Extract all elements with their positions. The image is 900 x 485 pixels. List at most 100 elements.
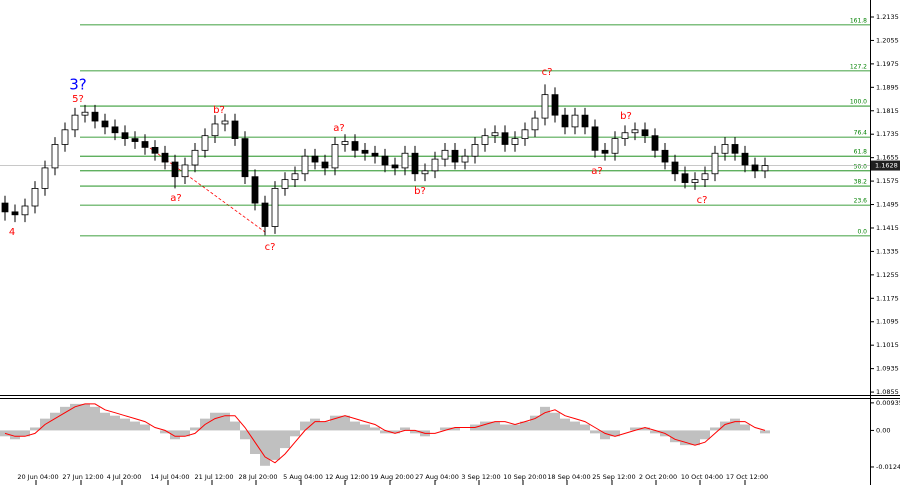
candle-body	[191, 149, 199, 166]
candle-body	[611, 138, 619, 154]
y-tick-label: 1.2135	[876, 13, 899, 21]
candle-body	[671, 161, 679, 175]
candle-body	[1, 202, 9, 213]
fib-level-label: 161.8	[850, 17, 867, 24]
candle-body	[341, 141, 349, 145]
wave-label: c?	[697, 195, 708, 206]
histogram-bar	[730, 418, 740, 431]
y-tick-label: 1.0855	[876, 388, 899, 396]
histogram-bar	[100, 412, 110, 431]
histogram-bar	[590, 430, 600, 434]
candle-body	[621, 132, 629, 140]
candle-body	[11, 211, 19, 216]
histogram-bar	[380, 430, 390, 434]
wave-label: b?	[414, 186, 426, 197]
candle-body	[161, 152, 169, 163]
candle-body	[441, 149, 449, 160]
candle-body	[531, 117, 539, 131]
histogram-bar	[450, 427, 460, 431]
histogram-bar	[190, 427, 200, 431]
histogram-bar	[740, 424, 750, 431]
candle-body	[421, 170, 429, 175]
histogram-bar	[160, 430, 170, 434]
candle-body	[391, 164, 399, 169]
wave-label: b?	[620, 111, 632, 122]
y-tick-label: 1.1255	[876, 271, 899, 279]
candle-body	[221, 120, 229, 125]
candle-body	[101, 120, 109, 128]
histogram-bar	[630, 427, 640, 431]
candle-body	[311, 155, 319, 163]
histogram-bar	[410, 430, 420, 434]
histogram-bar	[640, 427, 650, 431]
candle-body	[211, 123, 219, 137]
candle-body	[361, 149, 369, 154]
x-tick-label: 27 Aug 04:00	[415, 473, 459, 481]
candle-body	[51, 144, 59, 169]
candle-body	[31, 188, 39, 207]
histogram-bar	[690, 430, 700, 446]
y-tick-label: 1.2055	[876, 36, 899, 44]
histogram-bar	[670, 430, 680, 443]
candle-body	[321, 161, 329, 169]
candle-body	[511, 138, 519, 145]
histogram-bar	[180, 430, 190, 437]
candle-body	[231, 120, 239, 140]
candle-body	[111, 126, 119, 134]
x-tick-label: 20 Jun 04:00	[17, 473, 58, 481]
candle-body	[121, 132, 129, 140]
histogram-bar	[140, 424, 150, 431]
wave-label: 5?	[72, 94, 84, 105]
histogram-bar	[220, 412, 230, 431]
candle-body	[181, 164, 189, 178]
y-tick-label: -0.0124	[876, 463, 900, 471]
candle-body	[461, 155, 469, 163]
histogram-bar	[370, 427, 380, 431]
candle-body	[411, 152, 419, 175]
y-tick-label: 1.1815	[876, 107, 899, 115]
candle-body	[691, 179, 699, 183]
x-tick-label: 19 Aug 20:00	[370, 473, 414, 481]
histogram-bar	[710, 427, 720, 431]
candle-body	[431, 158, 439, 172]
histogram-bar	[330, 415, 340, 431]
histogram-bar	[540, 406, 550, 431]
histogram-bar	[110, 415, 120, 431]
wave-label: b?	[213, 105, 225, 116]
histogram-bar	[0, 430, 10, 437]
y-tick-label: 1.1495	[876, 201, 899, 209]
x-tick-label: 21 Jul 12:00	[195, 473, 234, 481]
histogram-bar	[50, 412, 60, 431]
x-tick-label: 5 Aug 04:00	[283, 473, 323, 481]
fib-level-label: 100.0	[850, 99, 867, 106]
candle-body	[591, 126, 599, 151]
histogram-bar	[70, 403, 80, 431]
y-tick-label: 1.1735	[876, 130, 899, 138]
y-tick-label: 1.1335	[876, 247, 899, 255]
candle-body	[501, 132, 509, 145]
histogram-bar	[20, 430, 30, 437]
histogram-bar	[290, 430, 300, 437]
histogram-bar	[490, 421, 500, 431]
histogram-bar	[120, 418, 130, 431]
candle-body	[61, 129, 69, 145]
fib-level-label: 127.2	[850, 63, 867, 70]
histogram-bar	[520, 421, 530, 431]
wave-trend-line	[149, 147, 266, 233]
x-tick-label: 4 Jul 20:00	[107, 473, 142, 481]
candle-body	[471, 144, 479, 157]
histogram-bar	[60, 406, 70, 431]
histogram-bar	[130, 421, 140, 431]
histogram-bar	[650, 430, 660, 434]
y-tick-label: 1.0935	[876, 365, 899, 373]
wave-label: a?	[333, 123, 344, 134]
candle-body	[91, 111, 99, 122]
candle-body	[681, 173, 689, 183]
current-price-label: 1.1628	[875, 162, 898, 170]
candle-body	[371, 152, 379, 157]
x-tick-label: 25 Sep 12:00	[592, 473, 635, 481]
histogram-bar	[340, 415, 350, 431]
candle-body	[351, 141, 359, 151]
candle-body	[481, 135, 489, 145]
histogram-bar	[10, 430, 20, 440]
